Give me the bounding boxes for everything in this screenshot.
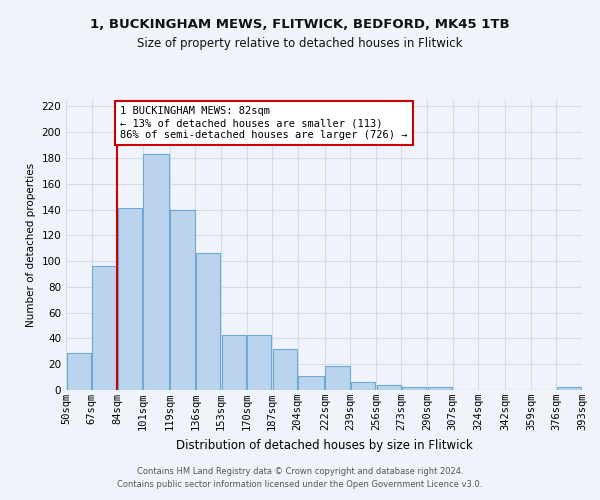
Text: Size of property relative to detached houses in Flitwick: Size of property relative to detached ho… [137,38,463,51]
Bar [428,388,452,390]
Bar [247,334,271,390]
Bar [67,352,91,390]
X-axis label: Distribution of detached houses by size in Flitwick: Distribution of detached houses by size … [176,438,472,452]
Text: Contains HM Land Registry data © Crown copyright and database right 2024.: Contains HM Land Registry data © Crown c… [137,467,463,476]
Bar [377,385,401,390]
Text: 1 BUCKINGHAM MEWS: 82sqm
← 13% of detached houses are smaller (113)
86% of semi-: 1 BUCKINGHAM MEWS: 82sqm ← 13% of detach… [120,106,407,140]
Y-axis label: Number of detached properties: Number of detached properties [26,163,36,327]
Bar [170,210,195,390]
Bar [118,208,142,390]
Bar [325,366,350,390]
Text: Contains public sector information licensed under the Open Government Licence v3: Contains public sector information licen… [118,480,482,489]
Bar [143,154,169,390]
Bar [221,334,246,390]
Bar [273,349,297,390]
Bar [351,382,375,390]
Text: 1, BUCKINGHAM MEWS, FLITWICK, BEDFORD, MK45 1TB: 1, BUCKINGHAM MEWS, FLITWICK, BEDFORD, M… [90,18,510,30]
Bar [92,266,116,390]
Bar [557,388,581,390]
Bar [298,376,324,390]
Bar [402,388,427,390]
Bar [196,254,220,390]
